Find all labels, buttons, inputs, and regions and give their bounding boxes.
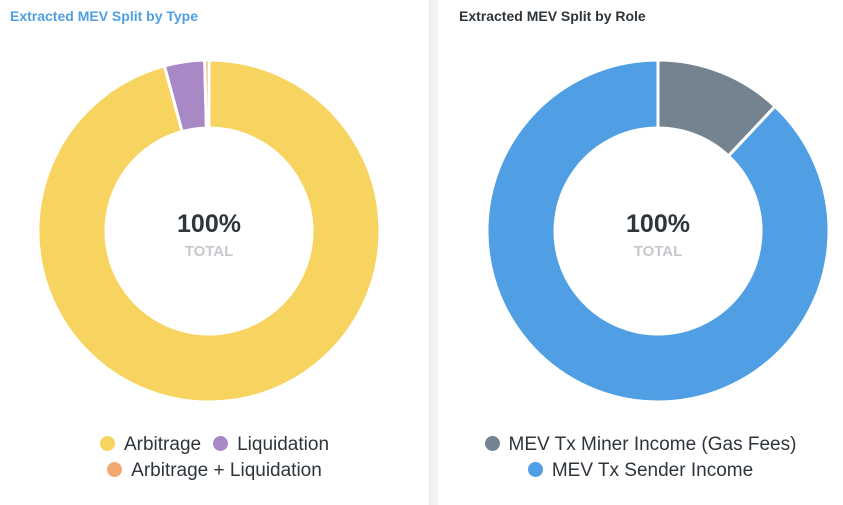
legend-label: Arbitrage + Liquidation — [131, 460, 322, 481]
divider — [429, 0, 439, 505]
donut-slice-mev-tx-sender-income[interactable] — [485, 58, 831, 404]
legend-item-arbitrage-liquidation[interactable]: Arbitrage + Liquidation — [107, 458, 322, 484]
legend-label: Arbitrage — [123, 434, 202, 455]
legend: MEV Tx Miner Income (Gas Fees) MEV Tx Se… — [438, 432, 843, 484]
donut-slice-arbitrage-liquidation[interactable] — [203, 58, 211, 130]
center-value: 100% — [177, 210, 241, 238]
legend-dot — [213, 436, 229, 451]
legend-dot — [527, 462, 543, 477]
legend-label: MEV Tx Sender Income — [551, 460, 754, 481]
legend-item-arbitrage[interactable]: Arbitrage — [99, 432, 202, 458]
legend: Arbitrage Liquidation Arbitrage + Liquida… — [0, 432, 429, 484]
chart-card-role: Extracted MEV Split by Role 100% TOTAL M… — [438, 0, 843, 505]
center-value: 100% — [626, 210, 690, 238]
center-label: TOTAL — [634, 243, 683, 260]
chart-card-type: Extracted MEV Split by Type 100% TOTAL A… — [0, 8, 429, 484]
legend-label: MEV Tx Miner Income (Gas Fees) — [508, 434, 797, 455]
center-label: TOTAL — [185, 243, 234, 260]
legend-label: Liquidation — [237, 434, 330, 455]
donut-slice-arbitrage[interactable] — [36, 58, 382, 404]
legend-dot — [99, 436, 115, 451]
donut-chart: 100% TOTAL — [36, 58, 382, 404]
legend-dot — [484, 436, 500, 451]
chart-title[interactable]: Extracted MEV Split by Role — [459, 8, 646, 24]
donut-chart: 100% TOTAL — [485, 58, 831, 404]
legend-dot — [107, 462, 123, 477]
chart-title[interactable]: Extracted MEV Split by Type — [10, 8, 199, 24]
legend-item-sender-income[interactable]: MEV Tx Sender Income — [527, 458, 754, 484]
legend-item-liquidation[interactable]: Liquidation — [213, 432, 329, 458]
legend-item-miner-income[interactable]: MEV Tx Miner Income (Gas Fees) — [484, 432, 797, 458]
